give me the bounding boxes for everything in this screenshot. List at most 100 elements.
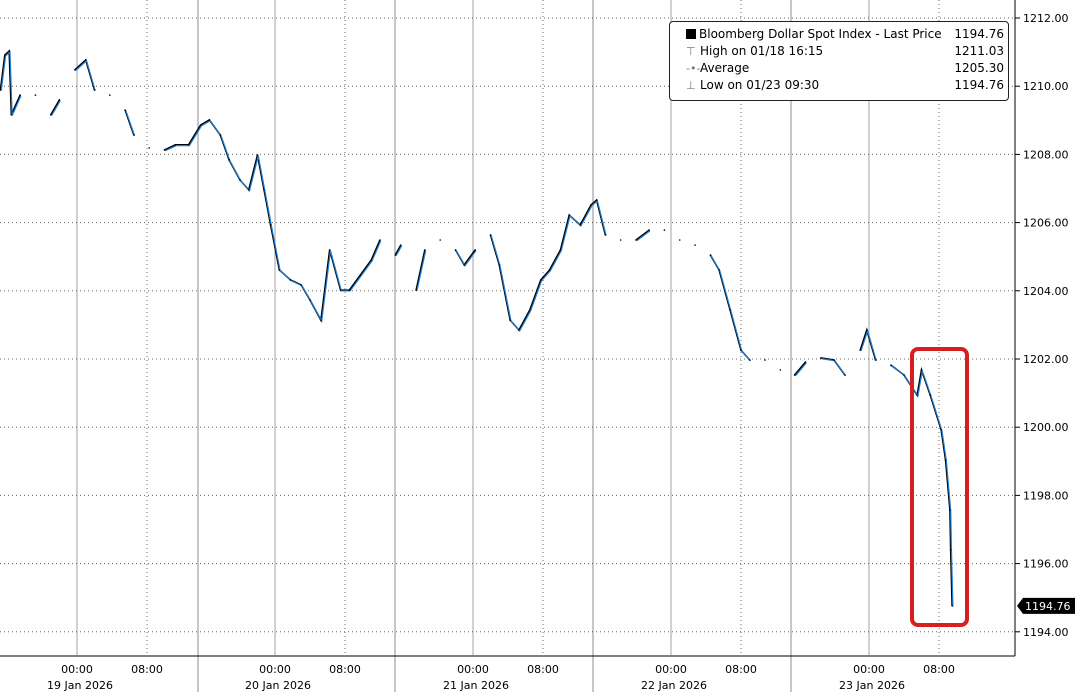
data-point [359, 274, 362, 276]
average-marker-icon: -•- [686, 62, 701, 75]
data-point [833, 359, 835, 361]
price-line-blue [710, 255, 751, 362]
data-point [635, 239, 637, 241]
data-point [951, 605, 953, 607]
data-point [694, 244, 696, 246]
legend-low: ⊥ Low on 01/23 09:30 1194.76 [686, 77, 1004, 93]
data-point [454, 249, 457, 251]
high-marker-icon: ⊤ [686, 45, 696, 58]
legend-high: ⊤ High on 01/18 16:15 1211.03 [686, 43, 1004, 59]
price-line-blue [891, 365, 954, 607]
price-line-blue [75, 59, 96, 91]
y-tick-label: 1210.00 [1023, 80, 1069, 93]
data-point [93, 89, 96, 91]
data-point [163, 149, 166, 151]
data-point [219, 134, 222, 136]
data-point [328, 249, 331, 251]
data-point [199, 124, 202, 126]
data-point [916, 394, 918, 396]
x-tick-label: 00:00 [853, 663, 885, 676]
data-point [604, 234, 607, 236]
price-line-blue [416, 250, 427, 292]
data-point [678, 239, 681, 241]
data-point [278, 269, 281, 271]
low-marker-icon: ⊥ [686, 79, 696, 92]
data-point [239, 179, 241, 181]
y-tick-label: 1204.00 [1023, 285, 1069, 298]
data-point [793, 374, 796, 376]
price-line-blue [636, 230, 651, 242]
data-point [269, 224, 272, 226]
data-point [944, 459, 947, 461]
price-line-blue [51, 100, 61, 116]
y-tick-label: 1196.00 [1023, 558, 1069, 571]
data-point [949, 509, 951, 511]
last-price-label: 1194.76 [1025, 600, 1071, 613]
data-point [663, 229, 666, 231]
price-line-black [794, 361, 807, 376]
data-point [764, 359, 766, 361]
data-point [424, 249, 426, 251]
price-line-blue [125, 110, 136, 136]
data-point [208, 119, 211, 121]
data-point [339, 289, 342, 291]
y-tick-label: 1194.00 [1023, 626, 1069, 639]
y-tick-label: 1198.00 [1023, 489, 1069, 502]
data-point [559, 249, 562, 251]
data-point [804, 361, 807, 363]
x-day-label: 19 Jan 2026 [47, 679, 113, 692]
data-point [498, 264, 501, 266]
price-line-blue [455, 250, 477, 267]
y-tick-label: 1212.00 [1023, 12, 1069, 25]
data-point [263, 189, 265, 191]
price-line-blue [165, 119, 382, 323]
price-line-black [635, 229, 650, 241]
x-tick-label: 00:00 [457, 663, 489, 676]
data-point [124, 109, 126, 111]
data-point [844, 374, 846, 376]
data-point [394, 254, 397, 256]
series-swatch-icon [686, 29, 696, 39]
data-point [540, 279, 542, 281]
data-point [256, 154, 259, 156]
data-point [568, 214, 571, 216]
data-point [84, 59, 87, 61]
data-point [379, 239, 381, 241]
price-line-black [74, 58, 96, 91]
last-price-tag [1017, 597, 1075, 614]
legend-high-label: High on 01/18 16:15 [700, 44, 824, 58]
data-point [4, 54, 6, 56]
data-point [309, 299, 311, 301]
data-point [920, 369, 923, 371]
data-point [10, 114, 13, 116]
data-point [509, 319, 511, 321]
data-point [400, 244, 402, 246]
data-point [320, 319, 322, 321]
data-point [463, 264, 466, 266]
data-point [529, 309, 531, 311]
data-point [174, 144, 177, 146]
price-line-black [890, 364, 953, 606]
data-point [247, 189, 250, 191]
y-tick-label: 1206.00 [1023, 217, 1069, 230]
data-point [779, 369, 782, 371]
data-point [548, 269, 551, 271]
price-line-blue [821, 358, 847, 377]
data-point [729, 309, 731, 311]
data-point [890, 364, 892, 366]
data-point [348, 289, 351, 291]
data-point [415, 289, 417, 291]
x-day-label: 20 Jan 2026 [245, 679, 311, 692]
x-tick-label: 00:00 [61, 663, 93, 676]
price-line-black [50, 99, 61, 116]
data-point [474, 249, 476, 251]
x-tick-label: 00:00 [655, 663, 687, 676]
x-tick-label: 08:00 [527, 663, 559, 676]
y-tick-label: 1202.00 [1023, 353, 1069, 366]
data-point [0, 89, 2, 91]
data-point [289, 279, 292, 281]
x-tick-label: 08:00 [131, 663, 163, 676]
data-point [903, 374, 905, 376]
data-point [518, 329, 520, 331]
